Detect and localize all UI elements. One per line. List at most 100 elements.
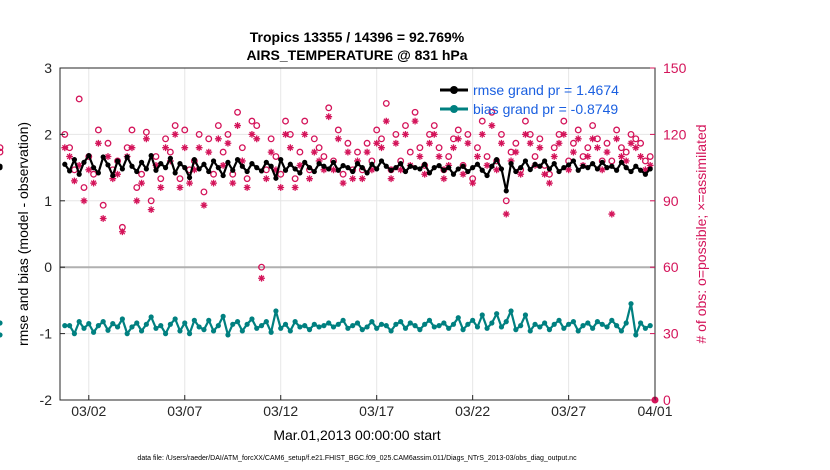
rmse-point [316, 161, 322, 167]
obs-possible-point [166, 148, 174, 156]
rmse-point [258, 168, 265, 174]
rmse-point [441, 167, 447, 173]
bias-point [556, 317, 562, 323]
obs-possible-point [234, 108, 241, 116]
bias-point [249, 316, 255, 322]
rmse-point [244, 168, 250, 175]
bias-point [359, 327, 365, 333]
bias-point [230, 321, 236, 327]
obs-assimilated-point [565, 166, 573, 174]
x-tick-label: 03/27 [551, 403, 586, 419]
obs-assimilated-point [186, 179, 193, 187]
obs-assimilated-point [138, 179, 145, 187]
rmse-point [177, 161, 183, 167]
bias-point [258, 323, 265, 329]
bias-point [417, 327, 423, 333]
obs-possible-point [138, 170, 146, 178]
obs-possible-point [99, 201, 107, 209]
obs-assimilated-point [402, 131, 409, 138]
obs-possible-point [402, 122, 409, 129]
obs-assimilated-point [142, 135, 150, 143]
rmse-point [364, 170, 370, 176]
rmse-point [249, 161, 255, 167]
bias-point [306, 327, 313, 333]
obs-possible-point [483, 153, 491, 160]
obs-assimilated-point [234, 122, 241, 129]
obs-possible-point [171, 122, 179, 129]
obs-possible-point [531, 153, 539, 160]
bias-point [263, 319, 269, 325]
obs-assimilated-point [488, 122, 496, 129]
rmse-point [359, 165, 365, 171]
obs-assimilated-point [392, 139, 400, 147]
obs-possible-point [406, 148, 414, 156]
bias-point [441, 320, 447, 326]
obs-possible-point [142, 128, 150, 136]
rmse-point [633, 163, 639, 169]
bias-point [244, 321, 250, 327]
bias-point [412, 323, 418, 329]
rmse-point [383, 163, 389, 169]
rmse-point [628, 168, 634, 175]
obs-assimilated-point [253, 135, 261, 143]
obs-assimilated-point [162, 144, 169, 152]
obs-assimilated-point [277, 184, 285, 191]
obs-possible-point [445, 153, 453, 160]
bias-point [551, 321, 557, 327]
obs-assimilated-point [546, 179, 553, 187]
obs-assimilated-point [426, 139, 433, 147]
obs-possible-point [339, 170, 347, 178]
obs-assimilated-point [147, 206, 155, 214]
obs-assimilated-point [454, 135, 462, 143]
rmse-point [474, 161, 481, 167]
rmse-point [100, 154, 106, 160]
bias-point [110, 321, 116, 327]
obs-assimilated-point [483, 161, 491, 169]
rmse-point [450, 171, 457, 177]
y2-tick-label: 90 [663, 193, 679, 209]
rmse-point [129, 163, 135, 169]
obs-assimilated-point [310, 148, 318, 156]
obs-assimilated-point [430, 131, 438, 138]
obs-possible-point [382, 99, 390, 107]
rmse-point [292, 166, 298, 172]
bias-point [321, 323, 327, 329]
rmse-point [455, 166, 461, 172]
rmse-point [0, 163, 3, 169]
rmse-point [306, 165, 313, 171]
bias-point [508, 308, 514, 314]
obs-possible-point [253, 122, 261, 129]
bias-point [138, 328, 145, 334]
obs-possible-point [224, 130, 232, 138]
x-axis-label: Mar.01,2013 00:00:00 start [273, 427, 440, 443]
obs-possible-point [0, 148, 4, 156]
obs-assimilated-point [330, 166, 337, 174]
obs-assimilated-point [229, 179, 237, 187]
rmse-point [590, 161, 596, 167]
rmse-point [230, 167, 236, 173]
bias-point [148, 314, 154, 320]
obs-assimilated-point [507, 157, 515, 165]
rmse-point [143, 166, 149, 172]
bias-point [580, 323, 586, 329]
obs-possible-point [627, 130, 635, 138]
bias-point [167, 321, 173, 327]
bias-point [537, 324, 543, 330]
rmse-point [374, 166, 380, 172]
rmse-point [321, 163, 327, 169]
rmse-point [460, 163, 466, 169]
obs-assimilated-point [286, 144, 294, 152]
obs-possible-point [210, 170, 217, 178]
bias-point [489, 320, 495, 326]
bias-point [407, 320, 413, 326]
plot-frame [59, 67, 656, 401]
bias-point [594, 319, 601, 325]
bias-point [186, 331, 193, 337]
bias-point [388, 328, 394, 334]
obs-assimilated-point [344, 148, 352, 156]
bias-point [278, 325, 284, 331]
bias-series [0, 301, 653, 338]
bias-point [239, 328, 245, 334]
obs-possible-point [454, 126, 462, 134]
